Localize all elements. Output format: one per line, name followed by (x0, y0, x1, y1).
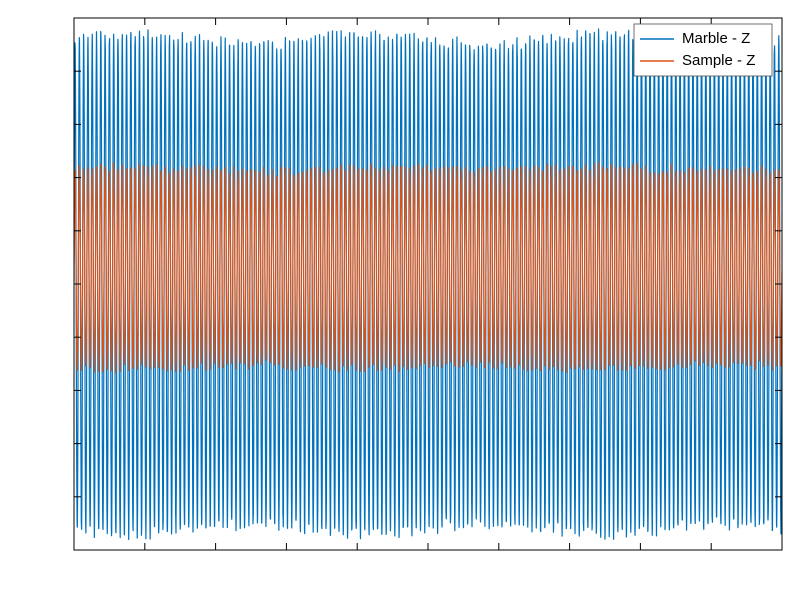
legend: Marble - Z Sample - Z (634, 24, 772, 76)
legend-label: Sample - Z (682, 52, 755, 69)
oscillation-chart: Marble - Z Sample - Z (0, 0, 800, 600)
legend-label: Marble - Z (682, 30, 750, 47)
